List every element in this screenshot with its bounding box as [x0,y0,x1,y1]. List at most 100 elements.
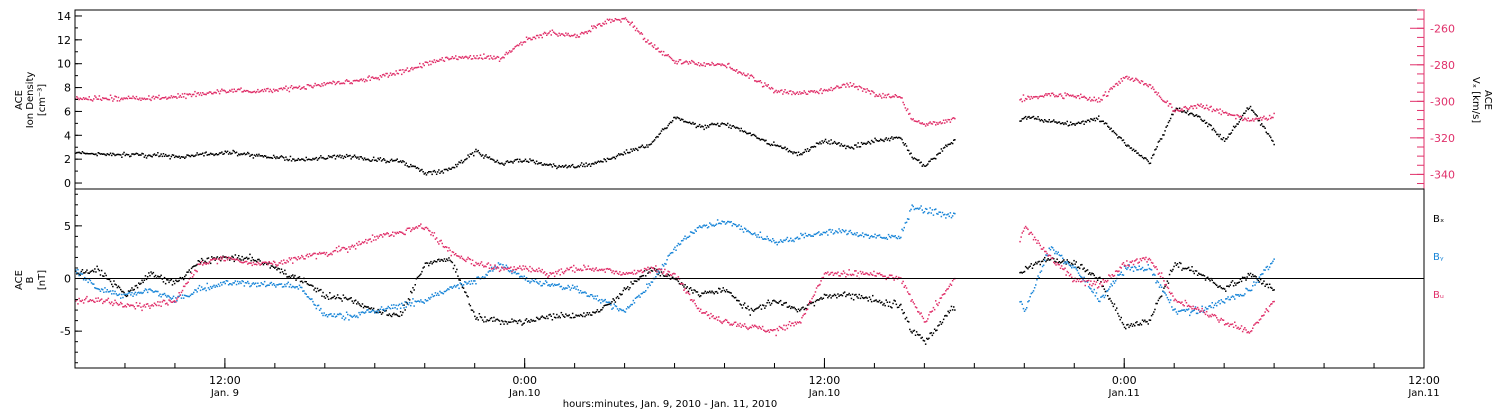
ion-density-point-group-point [632,150,634,152]
b-series-1-point-group-point [506,265,508,267]
b-series-1-point-group-point [436,295,438,297]
b-series-2-point-group-point [611,272,613,274]
vx-point-group-point [1159,95,1161,97]
vx-point-group-point [336,83,338,85]
vx-point-group-point [147,98,149,100]
b-series-2-point-group-point [142,306,144,308]
b-series-0-point-group-point [1154,309,1156,311]
vx-point-group-point [379,79,381,81]
b-series-1-point-group-point [775,242,777,244]
vx-point-group-point [1032,98,1034,100]
b-series-2-point-group-point [937,305,939,307]
b-series-2-point-group-point [153,305,155,307]
b-series-0-point-group-point [859,294,861,296]
b-series-1-point-group-point [944,214,946,216]
vx-point-group-point [1189,107,1191,109]
b-series-1-point-group-point [1040,272,1042,274]
b-series-1-point-group-point [818,231,820,233]
b-series-1-point-group-point [809,234,811,236]
b-series-2-point-group-point [920,312,922,314]
ion-density-point-group-point [442,170,444,172]
b-series-1-point-group-point [539,281,541,283]
b-series-0-point-group-point [118,286,120,288]
vx-point-group-point [1094,97,1096,99]
b-series-1-point-group-point [754,232,756,234]
vx-point-group-point [787,92,789,94]
vx-point-group-point [386,73,388,75]
vx-point-group-point [472,58,474,60]
b-series-2-point-group-point [1095,284,1097,286]
vx-point-group-point [1192,108,1194,110]
vx-point-group-point [653,47,655,49]
vx-point-group-point [699,65,701,67]
ion-density-point-group-point [244,153,246,155]
vx-point-group-point [256,91,258,93]
vx-point-group-point [1251,120,1253,122]
b-series-1-point-group-point [1185,311,1187,313]
ion-density-point-group-point [168,155,170,157]
ion-density-point-group-point [1043,121,1045,123]
vx-point-group-point [136,96,138,98]
b-series-1-point-group-point [689,236,691,238]
b-series-0-point-group-point [1178,266,1180,268]
b-series-1-point-group-point [1142,267,1144,269]
b-series-1-point-group-point [1213,307,1215,309]
b-series-2-point-group-point [829,273,831,275]
b-series-1-point-group-point [448,289,450,291]
b-series-0-point-group-point [113,280,115,282]
b-series-0-point-group-point [633,283,635,285]
b-series-1-point-group-point [919,207,921,209]
ion-density-point-group-point [484,155,486,157]
b-series-2-point-group-point [1055,264,1057,266]
b-series-1-point-group-point [902,230,904,232]
vx-point-group-point [592,28,594,30]
b-series-2-point-group-point [574,271,576,273]
b-series-1-point-group-point [932,209,934,211]
b-series-0-point-group-point [882,304,884,306]
b-series-2-point-group-point [934,309,936,311]
b-series-2-point-group-point [85,298,87,300]
b-series-0-point-group-point [861,295,863,297]
b-series-2-point-group-point [584,266,586,268]
b-series-0-point-group-point [770,304,772,306]
vx-point-group-point [361,78,363,80]
ion-density-point-group-point [350,158,352,160]
vx-point-group-point [614,20,616,22]
vx-point-group-point [112,100,114,102]
b-series-2-point-group-point [449,250,451,252]
b-series-1-point-group-point [1267,266,1269,268]
vx-point-group-point [580,33,582,35]
top-ytick-label: 14 [57,10,71,23]
ion-density-point-group-point [675,118,677,120]
ion-density-point-group-point [888,138,890,140]
ion-density-point-group-point [579,166,581,168]
b-series-1-point-group-point [443,293,445,295]
ion-density-point-group-point [702,126,704,128]
b-series-1-point-group-point [647,287,649,289]
vx-point-group-point [729,67,731,69]
vx-point-group-point [388,76,390,78]
vx-point-group-point [221,89,223,91]
b-series-0-point-group-point [1176,265,1178,267]
ion-density-point-group-point [729,124,731,126]
b-series-1-point-group-point [924,211,926,213]
b-series-2-point-group-point [95,298,97,300]
b-series-1-point-group-point [1110,283,1112,285]
b-series-0-point-group-point [436,261,438,263]
b-series-0-point-group-point [1146,321,1148,323]
vx-point-group-point [1196,107,1198,109]
b-series-0-point-group-point [1040,264,1042,266]
b-series-1-point-group-point [1092,292,1094,294]
vx-point-group-point [927,124,929,126]
ion-density-point-group-point [237,155,239,157]
b-series-1-point-group-point [288,282,290,284]
vx-point-group-point [647,39,649,41]
b-series-1-point-group-point [1174,308,1176,310]
ion-density-point-group-point [1095,120,1097,122]
vx-point-group-point [1128,77,1130,79]
b-series-1-point-group-point [381,306,383,308]
b-series-2-point-group-point [177,297,179,299]
b-series-0-point-group-point [925,343,927,345]
b-series-1-point-group-point [906,222,908,224]
